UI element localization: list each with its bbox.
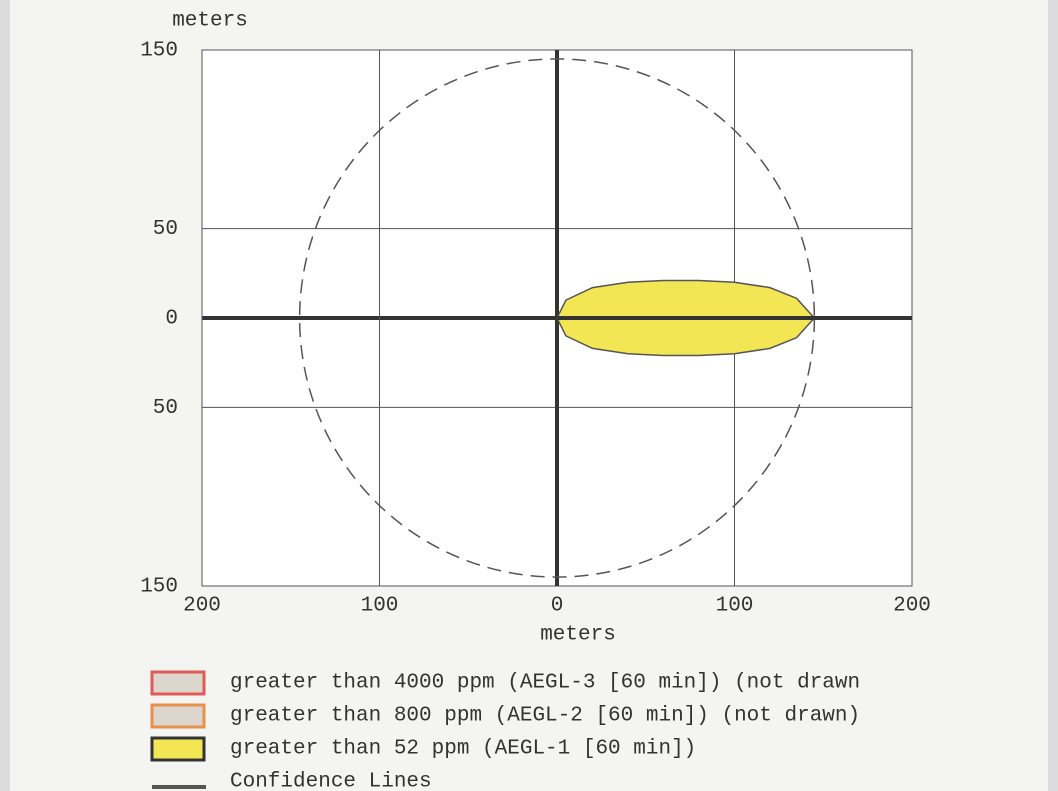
x-tick-label: 100	[716, 595, 754, 618]
x-tick-label: 200	[183, 595, 221, 618]
page: meters meters 150500501502001000100200gr…	[0, 0, 1058, 791]
legend-label: greater than 52 ppm (AEGL-1 [60 min])	[230, 738, 696, 761]
screen: meters meters 150500501502001000100200gr…	[0, 0, 1058, 791]
legend-swatch	[152, 738, 204, 760]
y-tick-label: 150	[140, 576, 178, 599]
legend-label: Confidence Lines	[230, 771, 432, 791]
legend-swatch	[152, 672, 204, 694]
y-tick-label: 150	[140, 40, 178, 63]
y-axis-label: meters	[172, 10, 248, 33]
y-tick-label: 50	[153, 218, 178, 241]
legend-label: greater than 800 ppm (AEGL-2 [60 min]) (…	[230, 705, 860, 728]
x-tick-label: 200	[893, 595, 931, 618]
legend-label: greater than 4000 ppm (AEGL-3 [60 min]) …	[230, 672, 860, 695]
y-tick-label: 0	[165, 308, 178, 331]
y-tick-label: 50	[153, 397, 178, 420]
x-tick-label: 100	[361, 595, 399, 618]
x-axis-label: meters	[540, 624, 616, 647]
legend-swatch	[152, 705, 204, 727]
x-tick-label: 0	[551, 595, 564, 618]
